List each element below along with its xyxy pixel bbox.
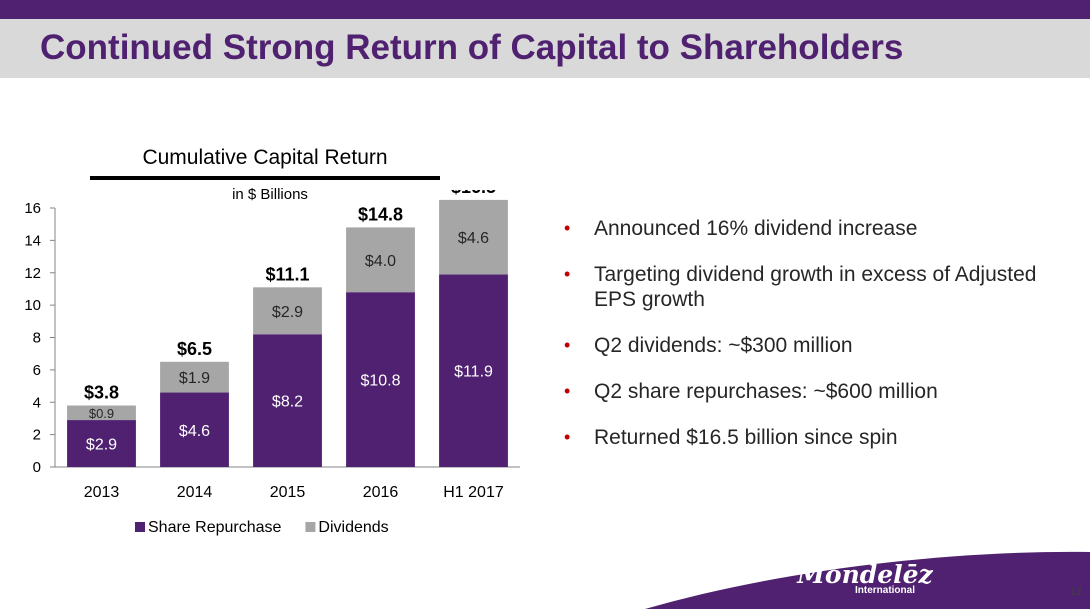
bar-share-repurchase	[346, 292, 415, 467]
page-number: 12	[1069, 586, 1082, 598]
legend-swatch-repurchase	[135, 522, 145, 532]
bullet-item: • Returned $16.5 billion since spin	[564, 425, 1044, 450]
top-accent-bar	[0, 0, 1090, 19]
x-tick-label: 2016	[363, 484, 399, 501]
bullet-text: Q2 share repurchases: ~$600 million	[594, 380, 938, 403]
legend-swatch-dividends	[305, 522, 316, 532]
total-label: $3.8	[84, 382, 119, 402]
total-label: $11.1	[265, 264, 309, 284]
bar-share-repurchase	[160, 392, 229, 467]
bar-dividends	[67, 405, 136, 421]
total-label: $16.5	[451, 190, 496, 197]
bar-dividends	[160, 361, 229, 393]
chart-subtitle: in $ Billions	[232, 186, 308, 203]
bullet-dot-icon: •	[564, 427, 571, 447]
bullet-item: • Q2 dividends: ~$300 million	[564, 333, 1044, 358]
y-tick-label: 10	[24, 297, 41, 314]
chart-title: Cumulative Capital Return	[142, 146, 388, 169]
legend-label-dividends: Dividends	[318, 519, 388, 536]
total-label: $14.8	[358, 204, 403, 224]
bullet-dot-icon: •	[564, 381, 571, 401]
bullet-text: Targeting dividend growth in excess of A…	[594, 263, 1037, 311]
brand-logo: Mondelēz International	[790, 560, 940, 597]
bullet-text: Announced 16% dividend increase	[594, 217, 918, 240]
legend-label-repurchase: Share Repurchase	[148, 519, 282, 536]
bar-dividends	[346, 227, 415, 293]
total-label: $6.5	[177, 339, 212, 359]
y-tick-label: 12	[24, 265, 41, 282]
bullet-item: • Q2 share repurchases: ~$600 million	[564, 379, 1044, 404]
y-tick-label: 0	[33, 459, 41, 476]
y-tick-label: 14	[24, 232, 41, 249]
data-label-dividends: $4.6	[458, 230, 489, 247]
slide-title: Continued Strong Return of Capital to Sh…	[40, 28, 904, 67]
bullet-dot-icon: •	[564, 335, 571, 355]
bullet-item: • Announced 16% dividend increase	[564, 216, 1044, 241]
bullet-item: • Targeting dividend growth in excess of …	[564, 262, 1044, 312]
data-label-repurchase: $4.6	[179, 423, 210, 440]
brand-logo-sub: International	[854, 585, 915, 596]
bullet-dot-icon: •	[564, 264, 571, 284]
x-tick-label: 2015	[270, 484, 306, 501]
x-tick-label: H1 2017	[443, 484, 504, 501]
x-tick-label: 2013	[84, 484, 120, 501]
data-label-repurchase: $8.2	[272, 394, 303, 411]
bullet-list: • Announced 16% dividend increase • Target…	[564, 216, 1044, 471]
data-label-repurchase: $10.8	[360, 373, 400, 390]
bullet-text: Returned $16.5 billion since spin	[594, 426, 898, 449]
bar-share-repurchase	[439, 274, 508, 467]
bar-share-repurchase	[253, 334, 322, 467]
y-tick-label: 16	[24, 200, 41, 217]
data-label-dividends: $4.0	[365, 253, 396, 270]
bar-share-repurchase	[67, 420, 136, 467]
bullet-text: Q2 dividends: ~$300 million	[594, 334, 853, 357]
bullet-dot-icon: •	[564, 218, 571, 238]
title-band	[0, 19, 1090, 78]
brand-logo-name: Mondelēz	[797, 560, 933, 589]
data-label-repurchase: $2.9	[86, 437, 117, 454]
bar-dividends	[439, 199, 508, 275]
y-tick-label: 6	[33, 362, 41, 379]
data-label-dividends: $2.9	[272, 304, 303, 321]
y-tick-label: 8	[33, 330, 41, 347]
y-tick-label: 4	[33, 394, 41, 411]
stacked-bar-chart: 0 2 4 6 8 10 12 14 16 $2.9 $0.9 $3.8 2013 $4.6 $1.9 $6.…	[24, 190, 520, 536]
chart-title-rule	[90, 176, 440, 180]
data-label-dividends: $0.9	[89, 406, 114, 421]
data-label-repurchase: $11.9	[454, 364, 493, 381]
bar-dividends	[253, 287, 322, 335]
y-tick-label: 2	[33, 427, 41, 444]
data-label-dividends: $1.9	[179, 370, 210, 387]
x-tick-label: 2014	[177, 484, 213, 501]
